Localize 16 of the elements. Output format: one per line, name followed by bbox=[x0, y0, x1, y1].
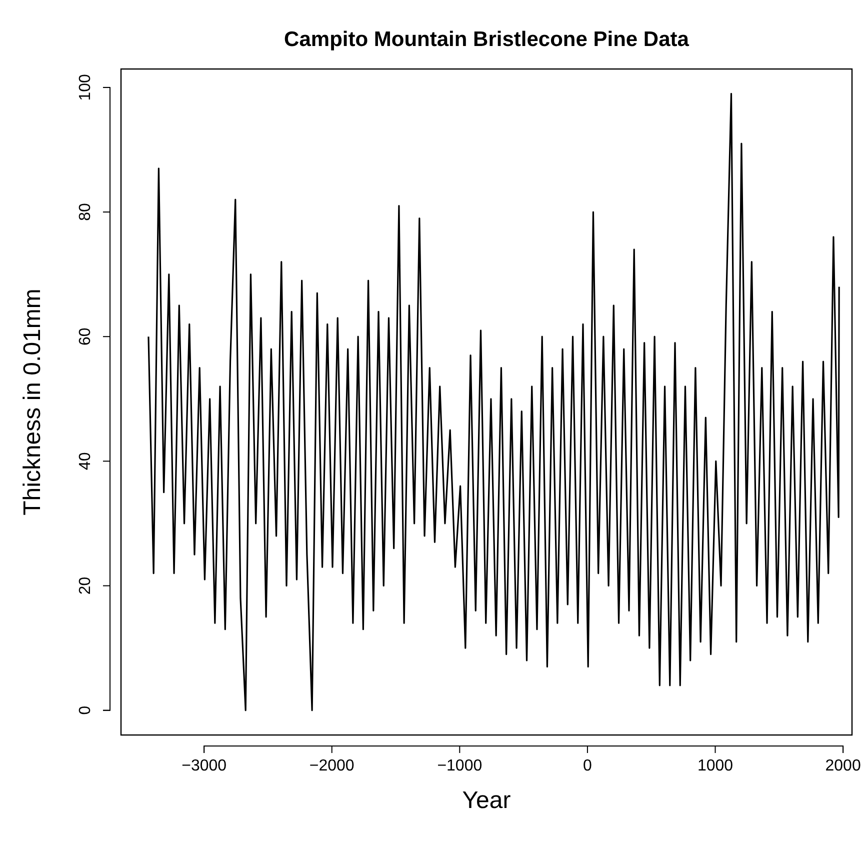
chart-title: Campito Mountain Bristlecone Pine Data bbox=[284, 28, 690, 51]
x-tick-label: 0 bbox=[583, 757, 592, 774]
y-tick-label: 80 bbox=[77, 203, 94, 221]
y-tick-label: 0 bbox=[77, 706, 94, 715]
x-tick-label: −1000 bbox=[437, 757, 482, 774]
y-tick-label: 100 bbox=[77, 74, 94, 101]
y-tick-label: 20 bbox=[77, 576, 94, 595]
line-series bbox=[148, 92, 840, 712]
x-tick-label: 1000 bbox=[697, 757, 734, 774]
y-tick-label: 60 bbox=[77, 328, 94, 346]
x-tick-label: −3000 bbox=[182, 757, 227, 774]
x-tick-label: 2000 bbox=[825, 757, 861, 774]
y-tick-label: 40 bbox=[77, 452, 94, 470]
x-tick-label: −2000 bbox=[309, 757, 354, 774]
y-axis-title: Thickness in 0.01mm bbox=[19, 288, 46, 516]
x-axis-title: Year bbox=[462, 787, 511, 814]
